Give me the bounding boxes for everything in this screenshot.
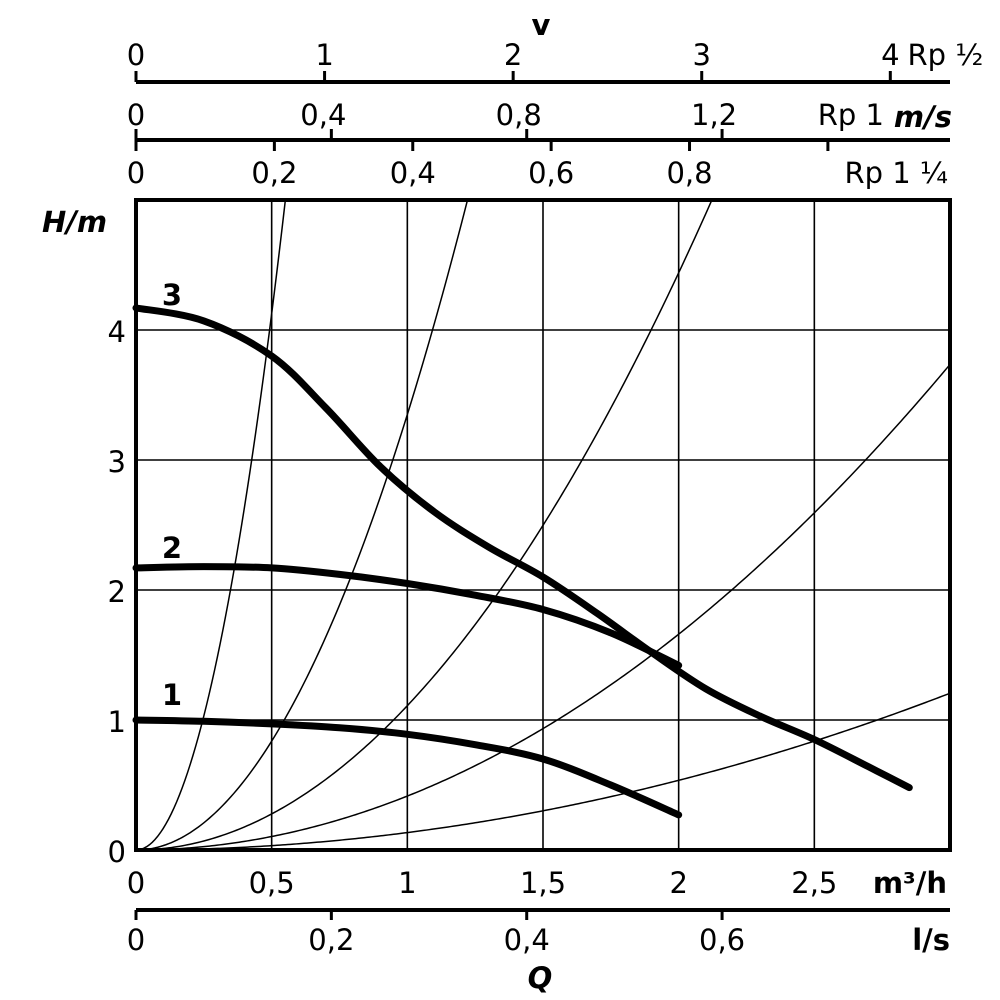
curve-label-1: 1: [162, 678, 182, 712]
pump-curves: 1 2 3: [132, 278, 913, 819]
velocity-axis-name: Rp 1 ¼: [844, 156, 948, 190]
plot-frame: [134, 198, 952, 852]
y-tick-label: 0: [108, 835, 126, 869]
pump-curve-1: [132, 716, 683, 819]
curve-label-3: 3: [162, 278, 182, 312]
x-tick-label: 1: [398, 866, 416, 900]
velocity-tick-label: 0,4: [390, 156, 436, 190]
top-axis-title: v: [532, 8, 551, 42]
y-tick-label: 3: [108, 445, 126, 479]
velocity-tick-label: 0,2: [251, 156, 297, 190]
x-tick-label: 2,5: [791, 866, 837, 900]
velocity-axis-name: Rp 1: [818, 98, 884, 132]
velocity-tick-label: 3: [693, 38, 711, 72]
ls-unit-label: l/s: [912, 923, 950, 957]
x-unit-label: m³/h: [873, 866, 947, 900]
velocity-tick-label: 0,6: [528, 156, 574, 190]
x-tick-label: 2: [669, 866, 687, 900]
x-axis-title: Q: [528, 961, 553, 995]
pump-curve-3: [132, 304, 913, 792]
velocity-tick-label: 4: [881, 38, 899, 72]
velocity-tick-label: 2: [504, 38, 522, 72]
velocity-tick-label: 0: [127, 156, 145, 190]
x-tick-label: 1,5: [520, 866, 566, 900]
y-tick-label: 4: [108, 315, 126, 349]
grid: [136, 200, 950, 850]
velocity-tick-label: 0,8: [666, 156, 712, 190]
y-tick-label: 2: [108, 575, 126, 609]
x-tick-label: 0,5: [249, 866, 295, 900]
system-curve: [135, 199, 713, 851]
velocity-tick-label: 0,8: [496, 98, 542, 132]
velocity-tick-label: 0: [127, 38, 145, 72]
pump-curve-2: [132, 563, 683, 669]
velocity-tick-label: 0: [127, 98, 145, 132]
ls-tick-label: 0: [127, 923, 145, 957]
y-label-text: H/m: [42, 205, 107, 239]
system-curve: [135, 363, 951, 851]
ls-tick-label: 0,6: [699, 923, 745, 957]
velocity-axis-name: Rp ½: [908, 38, 984, 72]
velocity-tick-label: 0,4: [300, 98, 346, 132]
velocity-tick-label: 1,2: [691, 98, 737, 132]
y-tick-label: 1: [108, 705, 126, 739]
top-unit-label: m/s: [894, 100, 952, 134]
system-curve: [135, 199, 287, 851]
curve-label-2: 2: [162, 531, 182, 565]
ls-tick-label: 0,4: [504, 923, 550, 957]
ls-tick-label: 0,2: [308, 923, 354, 957]
system-curve: [135, 199, 469, 851]
velocity-tick-label: 1: [315, 38, 333, 72]
y-axis-label: H/m: [42, 205, 107, 239]
x-tick-label: 0: [127, 866, 145, 900]
